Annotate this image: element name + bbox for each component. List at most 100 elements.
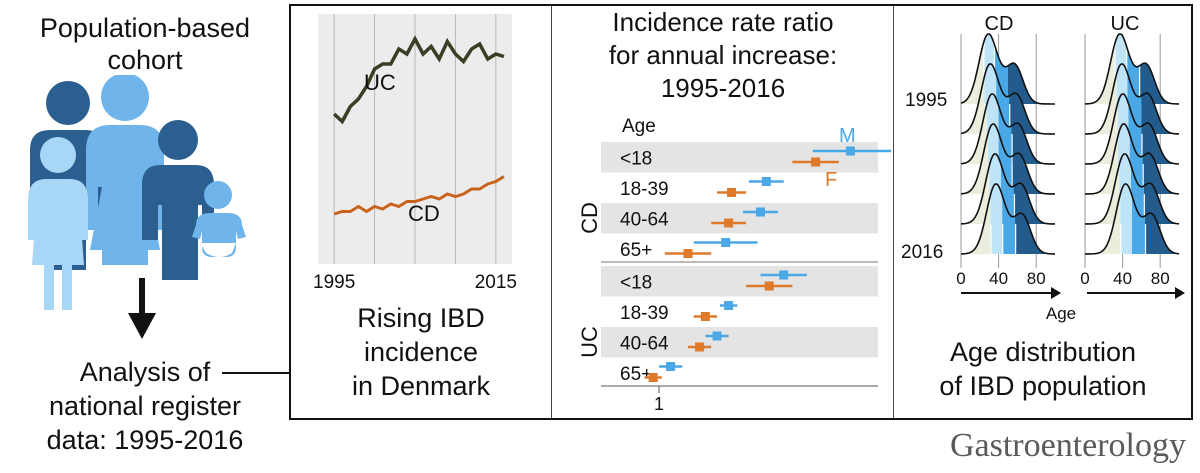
age-x-tick-label: 40 — [1113, 269, 1132, 288]
analysis-line: data: 1995-2016 — [46, 425, 244, 455]
uc-series-label: UC — [364, 70, 396, 95]
age-ridge-band — [1085, 194, 1121, 254]
age-ridge-band — [1140, 63, 1179, 104]
irr-age-label: 65+ — [620, 240, 652, 261]
cd-series-label: CD — [408, 201, 440, 226]
age-ridge-band — [961, 43, 984, 104]
irr-point-female — [683, 249, 693, 258]
irr-point-female — [695, 342, 705, 352]
cd-incidence-line — [333, 175, 505, 216]
age-ridge-band — [1085, 165, 1120, 224]
cohort-title-line: cohort — [107, 45, 183, 75]
irr-point-female — [727, 188, 736, 197]
age-ridge-band — [1016, 213, 1055, 254]
age-ridge-band — [991, 184, 1003, 254]
age-ridge-outline — [960, 33, 1056, 105]
age-x-tick-label: 80 — [1027, 269, 1046, 288]
irr-legend-female: F — [825, 169, 837, 191]
age-x-tick-label: 40 — [989, 269, 1008, 288]
age-ridge-band — [1012, 123, 1055, 164]
results-frame — [289, 4, 1193, 420]
age-ridge-band — [961, 133, 989, 194]
irr-row-band — [601, 142, 878, 173]
incidence-caption: Rising IBD incidence in Denmark — [292, 301, 550, 403]
family-member-baby — [192, 181, 246, 257]
age-ridge-band — [1121, 184, 1132, 254]
panel-divider — [551, 6, 552, 418]
age-x-axis-label: Age — [1046, 304, 1076, 323]
cohort-title-line: Population-based — [39, 13, 251, 43]
analysis-line: national register — [48, 391, 242, 421]
irr-point-female — [764, 281, 774, 291]
irr-group-label-uc: UC — [577, 326, 602, 358]
age-ridge-band — [1141, 93, 1179, 134]
irr-point-female — [724, 218, 734, 228]
journal-logo: Gastroenterology — [949, 427, 1186, 464]
age-ridge-band — [1015, 183, 1055, 224]
incidence-caption-line: incidence — [363, 337, 479, 367]
age-ridge-band — [961, 195, 991, 254]
analysis-text: Analysis of national register data: 1995… — [0, 355, 290, 457]
age-ridge-outline — [960, 123, 1056, 195]
irr-point-male — [724, 301, 734, 310]
age-ridge-band — [1085, 73, 1117, 134]
incidence-x-tick-label: 2015 — [475, 272, 517, 293]
family-member-dark-teen — [142, 120, 214, 280]
irr-age-label: <18 — [620, 148, 652, 169]
irr-point-female — [700, 312, 710, 321]
age-year-label-start: 1995 — [905, 90, 947, 111]
age-caption-line: Age distribution — [949, 337, 1137, 367]
age-year-label-end: 2016 — [901, 242, 943, 263]
incidence-chart: UC CD 1995 2015 — [313, 14, 517, 293]
connector-line — [222, 372, 290, 374]
irr-point-female — [811, 157, 821, 167]
irr-point-male — [666, 362, 676, 371]
age-ridge-band — [1085, 102, 1118, 164]
irr-group-label-cd: CD — [577, 202, 602, 234]
age-ridge-band — [961, 104, 987, 164]
age-x-tick-label: 0 — [956, 269, 965, 288]
irr-title-line: 1995-2016 — [660, 73, 786, 103]
uc-incidence-line — [332, 35, 505, 125]
age-ridge-outline — [960, 93, 1056, 165]
age-ridge-outline — [1084, 33, 1180, 105]
age-ridge-band — [1012, 153, 1055, 194]
age-ridge-outline — [1084, 183, 1180, 255]
age-ridge-band — [1142, 123, 1179, 164]
irr-age-label: 40-64 — [620, 209, 669, 230]
irr-row-band — [601, 327, 878, 358]
irr-age-label: 18-39 — [620, 179, 669, 200]
age-group-label-cd: CD — [985, 13, 1014, 35]
age-ridge-outline — [1084, 93, 1180, 165]
age-group-label-uc: UC — [1111, 13, 1140, 35]
irr-point-male — [712, 331, 722, 341]
family-member-girl — [28, 137, 88, 310]
irr-age-header: Age — [622, 116, 656, 137]
age-ridge-band — [961, 76, 985, 134]
irr-legend-male: M — [839, 125, 856, 147]
age-axis-arrow-cd — [961, 287, 1061, 299]
age-ridge-band — [1085, 136, 1118, 194]
age-ridge-outline — [960, 153, 1056, 225]
incidence-caption-line: in Denmark — [351, 371, 491, 401]
irr-age-label: <18 — [620, 272, 652, 293]
cohort-title: Population-based cohort — [0, 12, 290, 76]
panel-divider — [893, 6, 894, 418]
analysis-line: Analysis of — [79, 357, 211, 387]
irr-point-male — [721, 238, 731, 247]
irr-point-female — [648, 373, 658, 382]
age-caption: Age distribution of IBD population — [895, 335, 1191, 403]
age-ridge-outline — [1084, 123, 1180, 195]
irr-title-line: Incidence rate ratio — [612, 7, 834, 37]
age-ridge-band — [1143, 153, 1179, 194]
family-icon — [28, 75, 246, 339]
age-ridge-band — [1146, 213, 1179, 254]
irr-point-male — [845, 146, 855, 156]
irr-title: Incidence rate ratio for annual increase… — [553, 6, 893, 105]
age-axis-arrow-uc — [1087, 287, 1185, 299]
irr-point-male — [756, 207, 765, 217]
age-ridge-band — [1132, 195, 1145, 254]
age-ridge-outline — [960, 183, 1056, 255]
age-ridge-outline — [1084, 63, 1180, 135]
